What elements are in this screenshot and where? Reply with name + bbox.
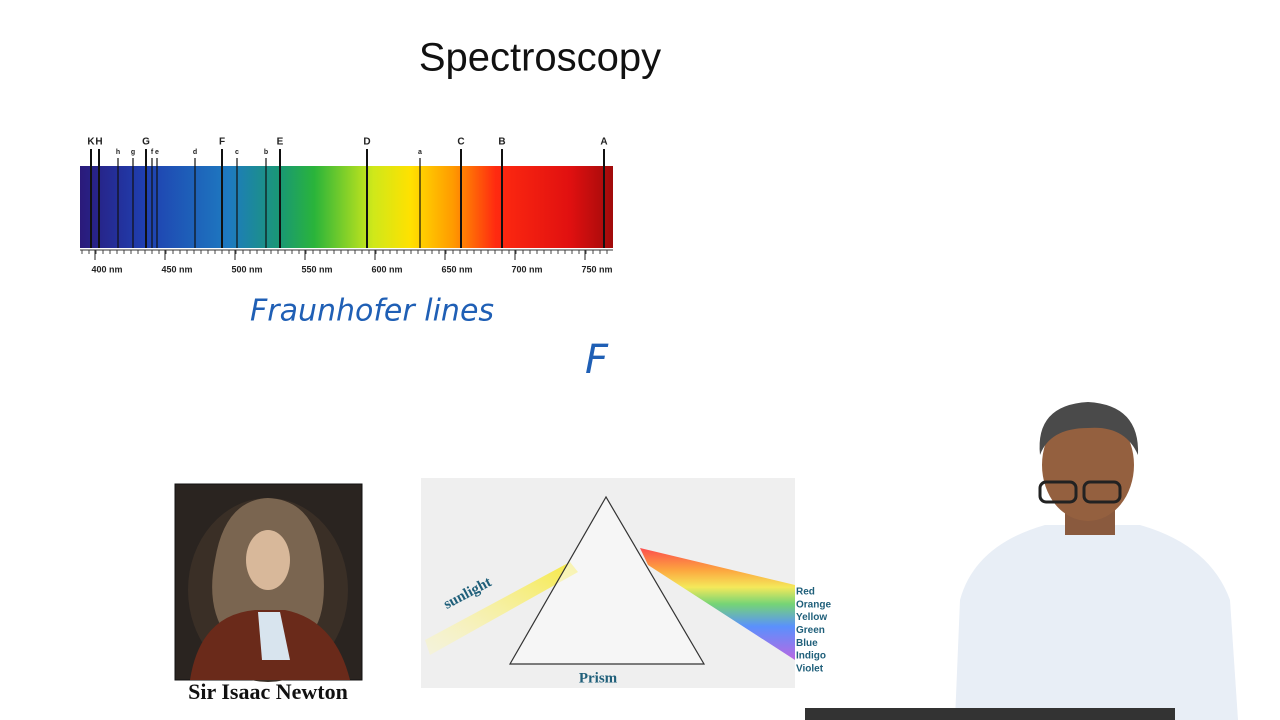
wavelength-label: 450 nm [161,264,192,274]
wavelength-label: 550 nm [301,264,332,274]
spectrum-bar [80,166,613,248]
presenter [805,402,1238,720]
line-label: f [151,149,154,156]
line-label: F [219,137,225,148]
wavelength-label: 600 nm [371,264,402,274]
color-label: Green [796,625,825,636]
line-label: A [600,137,607,148]
portrait-shirt [258,612,290,660]
color-label: Orange [796,599,831,610]
presenter-glasses [1038,480,1078,504]
line-label: B [498,137,505,148]
color-label: Indigo [796,651,826,662]
line-label: a [418,149,422,156]
line-label: e [155,149,159,156]
line-label: G [142,137,150,148]
spectrum-ticks: K Hh gGf e d Fc b E Da C B A 400 nm 450 nm 500 nm 550 n… [81,137,613,274]
wavelength-label: 400 nm [91,264,122,274]
presenter-glasses [1082,480,1122,504]
line-label: D [363,137,370,148]
line-label: h [116,149,120,156]
line-label: H [95,137,102,148]
wavelength-label: 700 nm [511,264,542,274]
presenter-face [1042,409,1134,521]
wavelength-label: 650 nm [441,264,472,274]
line-label: g [131,149,135,156]
line-label: E [277,137,284,148]
color-label: Violet [796,663,824,674]
presenter-shirt [955,525,1238,720]
wavelength-label: 750 nm [581,264,612,274]
podium [805,708,1175,720]
portrait-face [246,530,290,590]
rainbow-beam [640,548,795,660]
handwritten-note: Fraunhofer lines [250,294,494,329]
prism-label: Prism [579,670,618,686]
handwritten-note: F [585,337,609,383]
line-label: K [87,137,95,148]
presenter-hair [1039,402,1139,455]
line-label: c [235,149,239,156]
line-label: d [193,149,197,156]
color-label: Blue [796,638,818,649]
prism-triangle [508,495,706,665]
color-label: Red [796,587,815,598]
line-label: b [264,149,268,156]
slide-title: Spectroscopy [419,36,661,80]
portrait-caption: Sir Isaac Newton [188,679,348,704]
wavelength-label: 500 nm [231,264,262,274]
line-label: C [457,137,464,148]
sunlight-beam [425,562,578,655]
color-label: Yellow [796,612,827,623]
